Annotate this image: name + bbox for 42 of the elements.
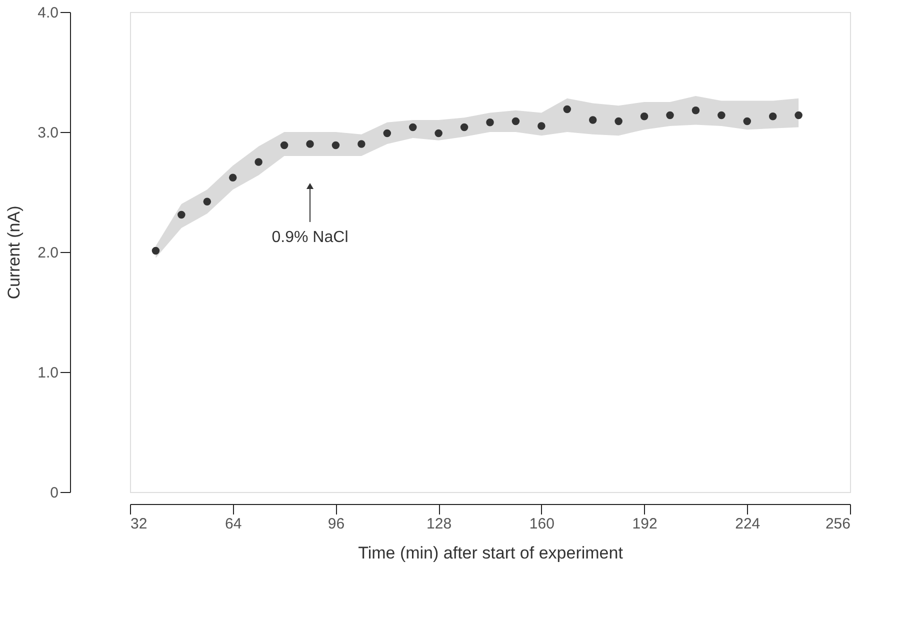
y-tick-label: 0 bbox=[50, 484, 58, 502]
point bbox=[718, 111, 726, 120]
point bbox=[203, 198, 212, 206]
point bbox=[178, 210, 186, 219]
x-tick-label: 96 bbox=[328, 516, 345, 532]
point bbox=[743, 117, 752, 126]
annotation: 0.9% NaCl bbox=[272, 229, 348, 246]
point bbox=[383, 129, 392, 138]
x-tick-label: 32 bbox=[130, 516, 148, 532]
point bbox=[332, 141, 340, 150]
point bbox=[408, 123, 417, 132]
point bbox=[228, 174, 237, 182]
point bbox=[434, 129, 442, 138]
x-tick-label: 160 bbox=[529, 516, 554, 532]
y-tick-label: 4.0 bbox=[38, 4, 58, 22]
point bbox=[512, 117, 520, 126]
point bbox=[538, 122, 546, 130]
point bbox=[152, 246, 160, 255]
point bbox=[563, 105, 572, 114]
point bbox=[486, 118, 494, 126]
x-tick-label: 256 bbox=[825, 516, 850, 532]
point bbox=[306, 140, 314, 148]
point bbox=[254, 158, 262, 166]
x-tick-label: 128 bbox=[426, 516, 452, 532]
point bbox=[280, 141, 288, 150]
x-axis-title: Time (min) after start of experiment bbox=[358, 544, 624, 562]
point bbox=[358, 140, 366, 148]
point bbox=[666, 111, 674, 120]
x-tick-label: 192 bbox=[632, 516, 658, 532]
point bbox=[768, 112, 777, 120]
y-tick-label: 1.0 bbox=[38, 364, 58, 382]
point bbox=[640, 112, 648, 120]
y-tick-label: 2.0 bbox=[38, 244, 58, 262]
point bbox=[692, 106, 700, 114]
point bbox=[460, 123, 468, 132]
point bbox=[588, 116, 597, 124]
point bbox=[614, 117, 622, 126]
x-tick-label: 64 bbox=[225, 516, 242, 532]
point bbox=[794, 111, 802, 120]
y-axis-title: Current (nA) bbox=[4, 206, 24, 300]
y-tick-label: 3.0 bbox=[38, 124, 58, 142]
x-tick-label: 224 bbox=[735, 516, 760, 532]
